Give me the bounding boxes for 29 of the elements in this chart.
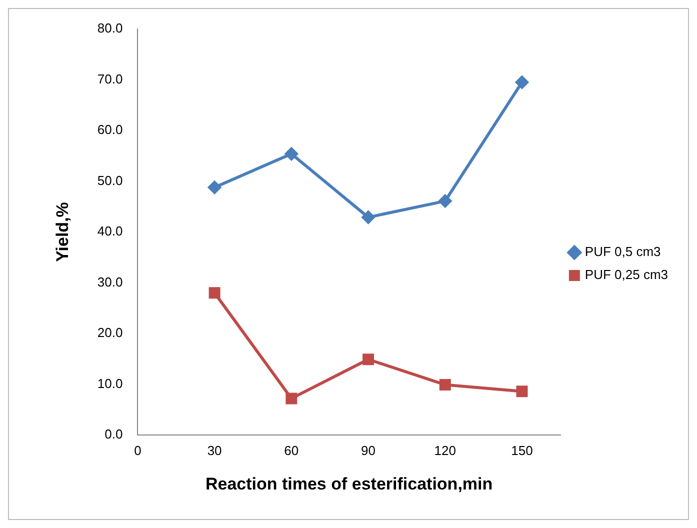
point: [362, 210, 375, 224]
x-tick-label: 90: [361, 443, 376, 458]
point: [362, 354, 374, 366]
y-tick-label: 30.0: [97, 274, 123, 290]
y-tick-label: 70.0: [97, 71, 123, 86]
x-tick-label: 0: [134, 443, 142, 458]
point: [208, 287, 220, 299]
legend-label: PUF 0,25 cm3: [584, 267, 668, 282]
y-tick-label: 20.0: [97, 325, 123, 340]
y-tick-label: 50.0: [97, 172, 123, 188]
point: [286, 392, 298, 404]
y-tick-label: 0.0: [104, 426, 123, 442]
x-tick-label: 30: [207, 443, 222, 458]
y-tick-label: 10.0: [97, 376, 123, 391]
x-tick-label: 60: [284, 443, 299, 458]
x-tick-label: 150: [511, 443, 533, 458]
point: [516, 386, 528, 398]
point: [284, 147, 298, 160]
x-axis-title: Reaction times of esterification,min: [205, 474, 493, 494]
y-axis-title: Yield,%: [52, 202, 72, 262]
y-tick-label: 40.0: [97, 224, 123, 239]
x-tick-label: 120: [434, 443, 456, 458]
point: [439, 379, 451, 390]
point: [438, 194, 452, 208]
y-tick-label: 60.0: [97, 122, 123, 138]
legend-label: PUF 0,5 cm3: [584, 244, 661, 260]
y-tick-label: 80.0: [97, 20, 123, 36]
point: [515, 76, 528, 89]
point: [208, 180, 222, 194]
